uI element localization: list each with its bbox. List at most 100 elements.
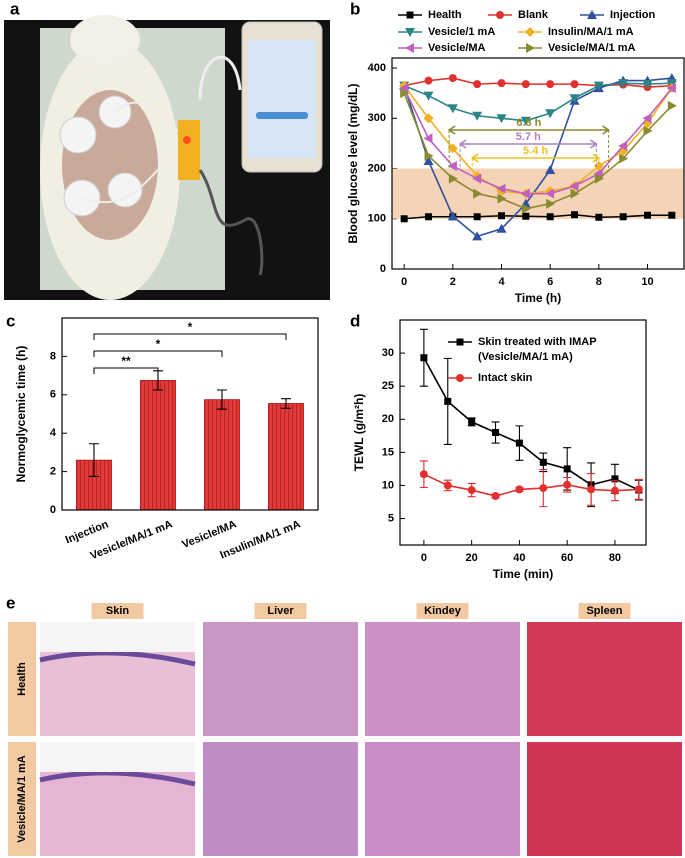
y-tick-label: 300: [368, 112, 386, 124]
histology-image: [365, 742, 520, 856]
y-tick-label: 8: [50, 350, 56, 362]
marker: [423, 133, 433, 144]
marker: [456, 338, 464, 346]
histology-image: [527, 622, 682, 736]
row-header-box: [8, 622, 36, 736]
y-tick-label: 0: [50, 504, 56, 516]
marker: [497, 193, 507, 204]
marker: [593, 161, 604, 172]
legend-label: Health: [428, 9, 462, 21]
y-tick-label: 400: [368, 62, 386, 74]
marker: [521, 203, 531, 214]
marker: [619, 213, 627, 221]
annotation: 5.4 h: [523, 145, 548, 157]
marker: [593, 81, 604, 91]
marker: [539, 458, 547, 466]
marker: [618, 140, 628, 151]
marker: [405, 28, 415, 37]
marker: [496, 11, 504, 19]
marker: [473, 188, 483, 199]
histology-image: [203, 742, 358, 856]
x-tick-label: 20: [466, 552, 478, 564]
y-tick-label: 2: [50, 466, 56, 478]
marker: [467, 486, 476, 495]
annotation: 6.8 h: [516, 117, 541, 129]
marker: [419, 470, 428, 479]
histology-image: [365, 622, 520, 736]
x-tick-label: Injection: [64, 518, 111, 546]
y-tick-label: 20: [382, 413, 394, 425]
marker: [423, 113, 434, 124]
panel-label: d: [350, 311, 360, 330]
x-axis-title: Time (h): [515, 291, 561, 305]
marker: [611, 475, 619, 483]
marker: [496, 114, 507, 124]
series-line: [423, 473, 639, 497]
column-header-box: [416, 603, 469, 619]
column-header: Liver: [267, 605, 294, 617]
row-header: Health: [16, 662, 28, 696]
epidermis: [39, 770, 196, 787]
y-tick-label: 30: [382, 347, 394, 359]
series-line: [404, 77, 672, 88]
marker: [468, 418, 476, 426]
row-header: Vesicle/MA/1 mA: [16, 755, 28, 842]
marker: [643, 125, 653, 136]
column-header-box: [91, 603, 144, 619]
marker: [447, 211, 458, 221]
marker: [618, 79, 629, 89]
marker: [587, 485, 596, 494]
marker: [498, 212, 505, 220]
column-header: Skin: [106, 605, 130, 617]
marker: [456, 374, 464, 382]
marker: [546, 198, 556, 209]
panel-label: b: [350, 0, 360, 18]
error-bar: [89, 443, 99, 477]
x-axis-title: Time (min): [493, 567, 553, 581]
marker: [520, 188, 530, 199]
marker: [447, 104, 458, 114]
legend-label: Skin treated with IMAP (Vesicle/MA/1 mA): [478, 336, 597, 363]
y-tick-label: 4: [50, 427, 57, 439]
histology-bg: [40, 622, 195, 652]
column-header-box: [254, 603, 307, 619]
marker: [496, 183, 506, 194]
marker: [525, 27, 535, 37]
marker: [472, 173, 482, 184]
y-tick-label: 200: [368, 162, 386, 174]
y-axis-title: TEWL (g/m²h): [352, 394, 366, 472]
marker: [570, 80, 579, 89]
legend-label: Insulin/MA/1 mA: [548, 26, 634, 38]
marker: [587, 10, 597, 19]
marker: [472, 111, 483, 121]
y-tick-label: 100: [368, 213, 386, 225]
legend-label: Blank: [518, 9, 549, 21]
marker: [545, 109, 556, 119]
marker: [522, 212, 530, 220]
marker: [563, 480, 572, 489]
y-tick-label: 15: [382, 446, 394, 458]
x-tick-label: 10: [641, 276, 653, 288]
significance-label: **: [121, 354, 131, 368]
marker: [399, 83, 409, 94]
marker: [595, 213, 603, 221]
panel-label: a: [10, 0, 20, 18]
y-tick-label: 25: [382, 380, 394, 392]
significance-label: *: [156, 337, 161, 351]
series-line: [404, 213, 672, 220]
marker: [594, 173, 604, 184]
marker: [497, 79, 506, 88]
significance-bracket: [93, 350, 223, 357]
panel-label: e: [6, 593, 15, 612]
marker: [447, 161, 457, 172]
row-header-box: [8, 742, 36, 856]
marker: [424, 76, 433, 85]
x-tick-label: 4: [498, 276, 505, 288]
x-tick-label: 2: [450, 276, 456, 288]
x-tick-label: 6: [547, 276, 553, 288]
marker: [546, 213, 554, 221]
y-tick-label: 6: [50, 389, 56, 401]
marker: [642, 113, 652, 124]
marker: [545, 188, 555, 199]
